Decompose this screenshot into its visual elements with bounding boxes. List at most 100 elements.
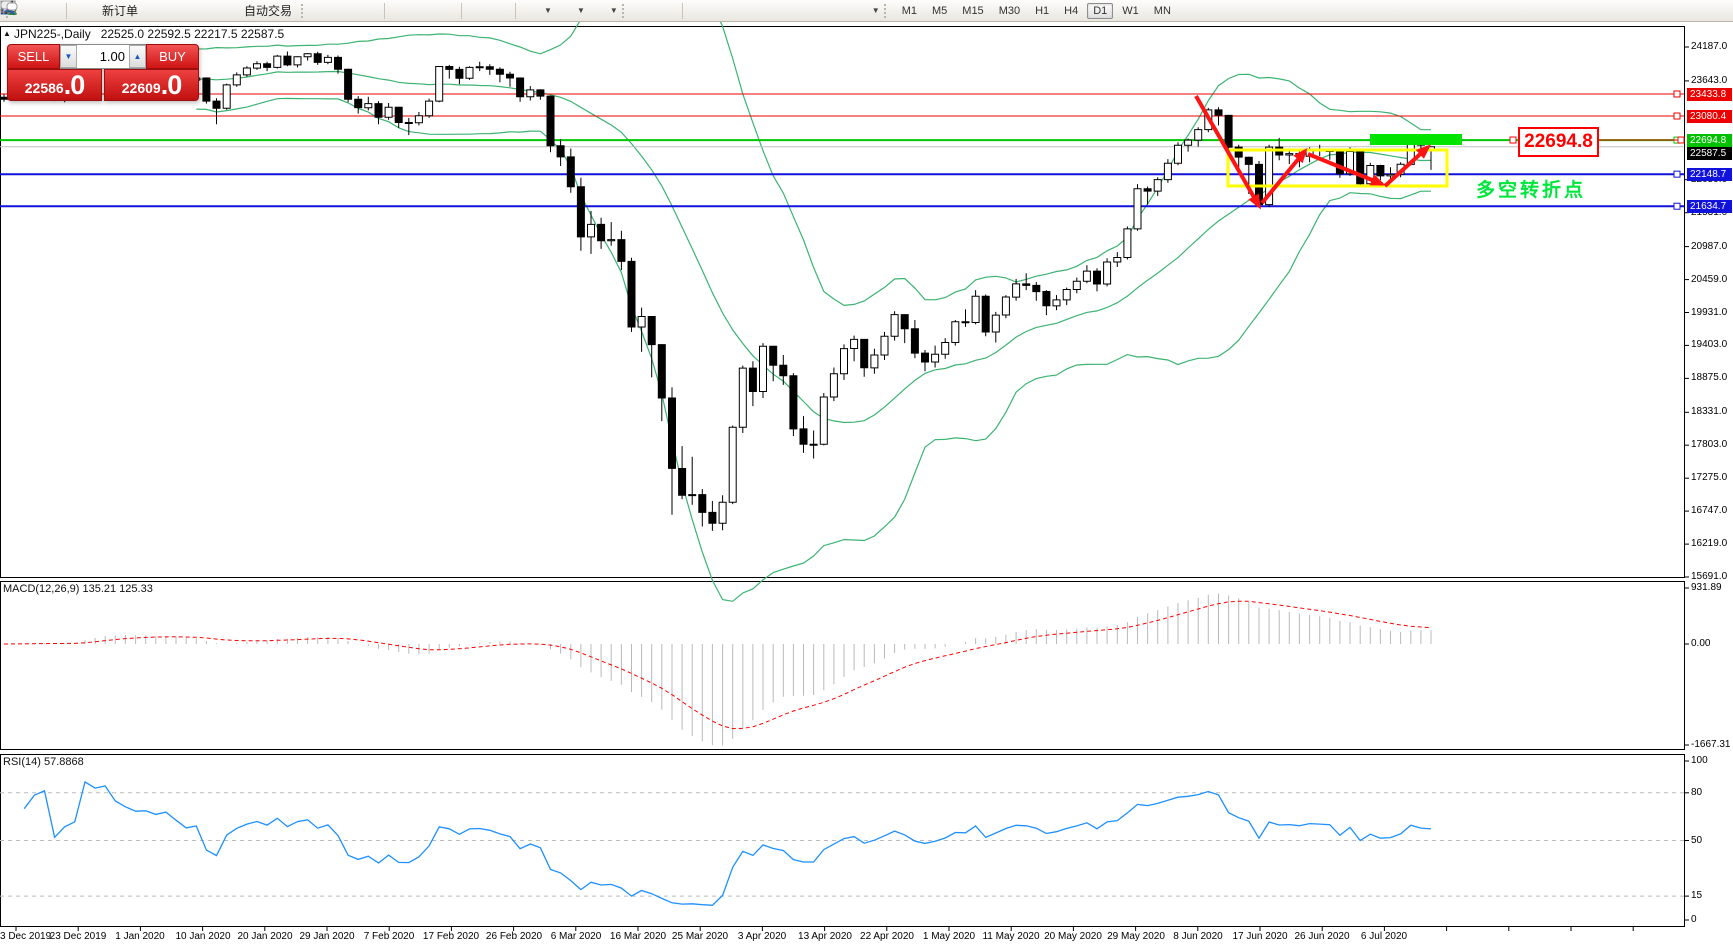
volume-increase-button[interactable]: ▲ [129, 45, 146, 68]
timeframe-M1[interactable]: M1 [901, 4, 917, 17]
date-axis-label: 29 May 2020 [1107, 931, 1165, 942]
chart-canvas[interactable] [0, 22, 1733, 946]
buy-price-display[interactable]: 22609.0 [104, 69, 199, 101]
line-chart-icon[interactable] [0, 0, 380, 20]
bar-chart-icon[interactable] [1, 1, 334, 20]
bull-candles[interactable] [10, 53, 1435, 524]
chart-shot-icon[interactable] [0, 0, 608, 20]
chart-area[interactable]: ▲ JPN225-,Daily 22525.0 22592.5 22217.5 2… [0, 22, 1733, 946]
candlestick-chart-icon[interactable] [1, 1, 357, 20]
macd-axis-max-label: 931.89 [1691, 582, 1722, 593]
autotrading-button[interactable]: 自动交易 [1, 1, 297, 20]
one-click-trading-panel: SELL ▼ ▲ BUY 22586.0 22609.0 [7, 44, 199, 101]
volume-input[interactable] [77, 45, 129, 68]
dropdown-caret-icon[interactable]: ▼ [609, 6, 618, 15]
date-axis-label: 17 Jun 2020 [1232, 931, 1288, 942]
toolbar-grip[interactable] [621, 3, 629, 18]
current-price-badge: 22587.5 [1687, 147, 1732, 161]
zoom-out-icon[interactable] [1, 1, 434, 20]
add-indicator-icon[interactable] [0, 1, 542, 20]
trendline-icon[interactable] [0, 0, 755, 20]
symbol-name: JPN225-,Daily [14, 27, 91, 41]
collapse-marker-icon[interactable]: ▲ [3, 29, 11, 38]
search-icon[interactable] [0, 0, 1700, 20]
timeframe-MN[interactable]: MN [1153, 4, 1171, 17]
macd-axis-zero-label: 0.00 [1691, 638, 1711, 649]
tile-windows-icon[interactable] [1, 1, 457, 20]
toolbar-separator [384, 2, 386, 19]
level-line-anchor[interactable] [1673, 170, 1681, 178]
timeframe-D1[interactable]: D1 [1087, 2, 1114, 19]
green-zone-rect[interactable] [1370, 134, 1462, 145]
timeframe-M30[interactable]: M30 [998, 4, 1021, 17]
timeframe-M15[interactable]: M15 [962, 4, 984, 17]
autotrading-icon [1, 1, 240, 20]
macd-panel-border [0, 581, 1685, 750]
period-clock-icon[interactable] [1, 1, 575, 20]
date-axis-label: 20 Jan 2020 [237, 931, 293, 942]
timeframe-M5[interactable]: M5 [932, 4, 948, 17]
sell-price-display[interactable]: 22586.0 [7, 69, 102, 101]
volume-decrease-button[interactable]: ▼ [60, 45, 77, 68]
toolbar-grip[interactable] [301, 3, 308, 18]
symbol-title: JPN225-,Daily 22525.0 22592.5 22217.5 225… [14, 27, 284, 41]
date-axis-label: 3 Apr 2020 [737, 931, 787, 942]
fibonacci-icon[interactable]: F [1, 1, 801, 20]
timeframe-W1[interactable]: W1 [1122, 4, 1139, 17]
rsi-line [23, 780, 1432, 906]
bollinger-lower-band [196, 97, 1431, 602]
chart-profiles-icon[interactable] [0, 1, 62, 20]
dropdown-caret-icon[interactable]: ▼ [576, 6, 585, 15]
caret-down-icon: ▼ [64, 52, 73, 61]
buy-button[interactable]: BUY [146, 44, 199, 69]
crosshair-icon[interactable] [1, 1, 678, 20]
community-icon[interactable] [0, 1, 189, 20]
gold-ingot-icon[interactable] [0, 1, 166, 20]
trend-arrow[interactable] [1383, 144, 1431, 188]
level-line-anchor[interactable] [1673, 112, 1681, 120]
arrows-icon[interactable] [1, 1, 870, 20]
zoom-in-icon[interactable] [1, 1, 411, 20]
channel-icon[interactable]: E [0, 0, 778, 20]
new-chart-icon[interactable] [0, 0, 39, 20]
toolbar-grip[interactable] [883, 3, 891, 18]
indicator-window-icon[interactable] [1, 1, 488, 20]
sell-button[interactable]: SELL [7, 44, 60, 69]
indicator-list-icon[interactable] [1, 1, 511, 20]
date-axis-label: 25 Mar 2020 [671, 931, 729, 942]
new-order-button[interactable]: 新订单 [0, 0, 143, 20]
text-icon[interactable]: A [2, 0, 824, 20]
symbol-ohlc: 22525.0 22592.5 22217.5 22587.5 [100, 27, 285, 41]
text-label-icon[interactable]: T [0, 0, 847, 20]
buy-price-main: 22609 [121, 80, 161, 96]
chat-icon[interactable] [0, 0, 1726, 20]
dropdown-caret-icon[interactable]: ▼ [544, 6, 552, 15]
trend-arrow[interactable] [1194, 95, 1261, 210]
timeframe-H4[interactable]: H4 [1064, 4, 1079, 17]
date-axis-label: 22 Apr 2020 [860, 931, 914, 942]
level-price-badge: 22694.8 [1687, 133, 1732, 147]
date-axis-label: 17 Feb 2020 [422, 931, 480, 942]
vertical-line-icon[interactable] [3, 1, 709, 20]
date-axis-label: 13 Apr 2020 [798, 931, 852, 942]
level-line-anchor[interactable] [1673, 90, 1681, 98]
level-line-anchor[interactable] [1673, 202, 1681, 210]
toolbar-separator [461, 2, 463, 19]
yellow-range-rect[interactable] [1226, 148, 1449, 188]
bollinger-upper-band [196, 22, 1431, 307]
trend-arrow[interactable] [1307, 152, 1386, 186]
timeframe-H1[interactable]: H1 [1035, 4, 1050, 17]
macd-signal-line [3, 600, 1432, 730]
price-callout-box[interactable]: 22694.8 [1518, 127, 1599, 157]
signals-icon[interactable] [2, 1, 212, 20]
cursor-icon[interactable] [2, 1, 655, 20]
annotation-note-text[interactable]: 多空转折点 [1476, 180, 1587, 201]
bollinger-middle-band [196, 70, 1432, 424]
rsi-axis-label: 50 [1691, 834, 1703, 846]
horizontal-line-icon[interactable] [1, 2, 732, 20]
trend-arrow[interactable] [1260, 147, 1308, 205]
dropdown-caret-icon[interactable]: ▼ [871, 6, 880, 15]
toolbar-separator [515, 2, 517, 19]
